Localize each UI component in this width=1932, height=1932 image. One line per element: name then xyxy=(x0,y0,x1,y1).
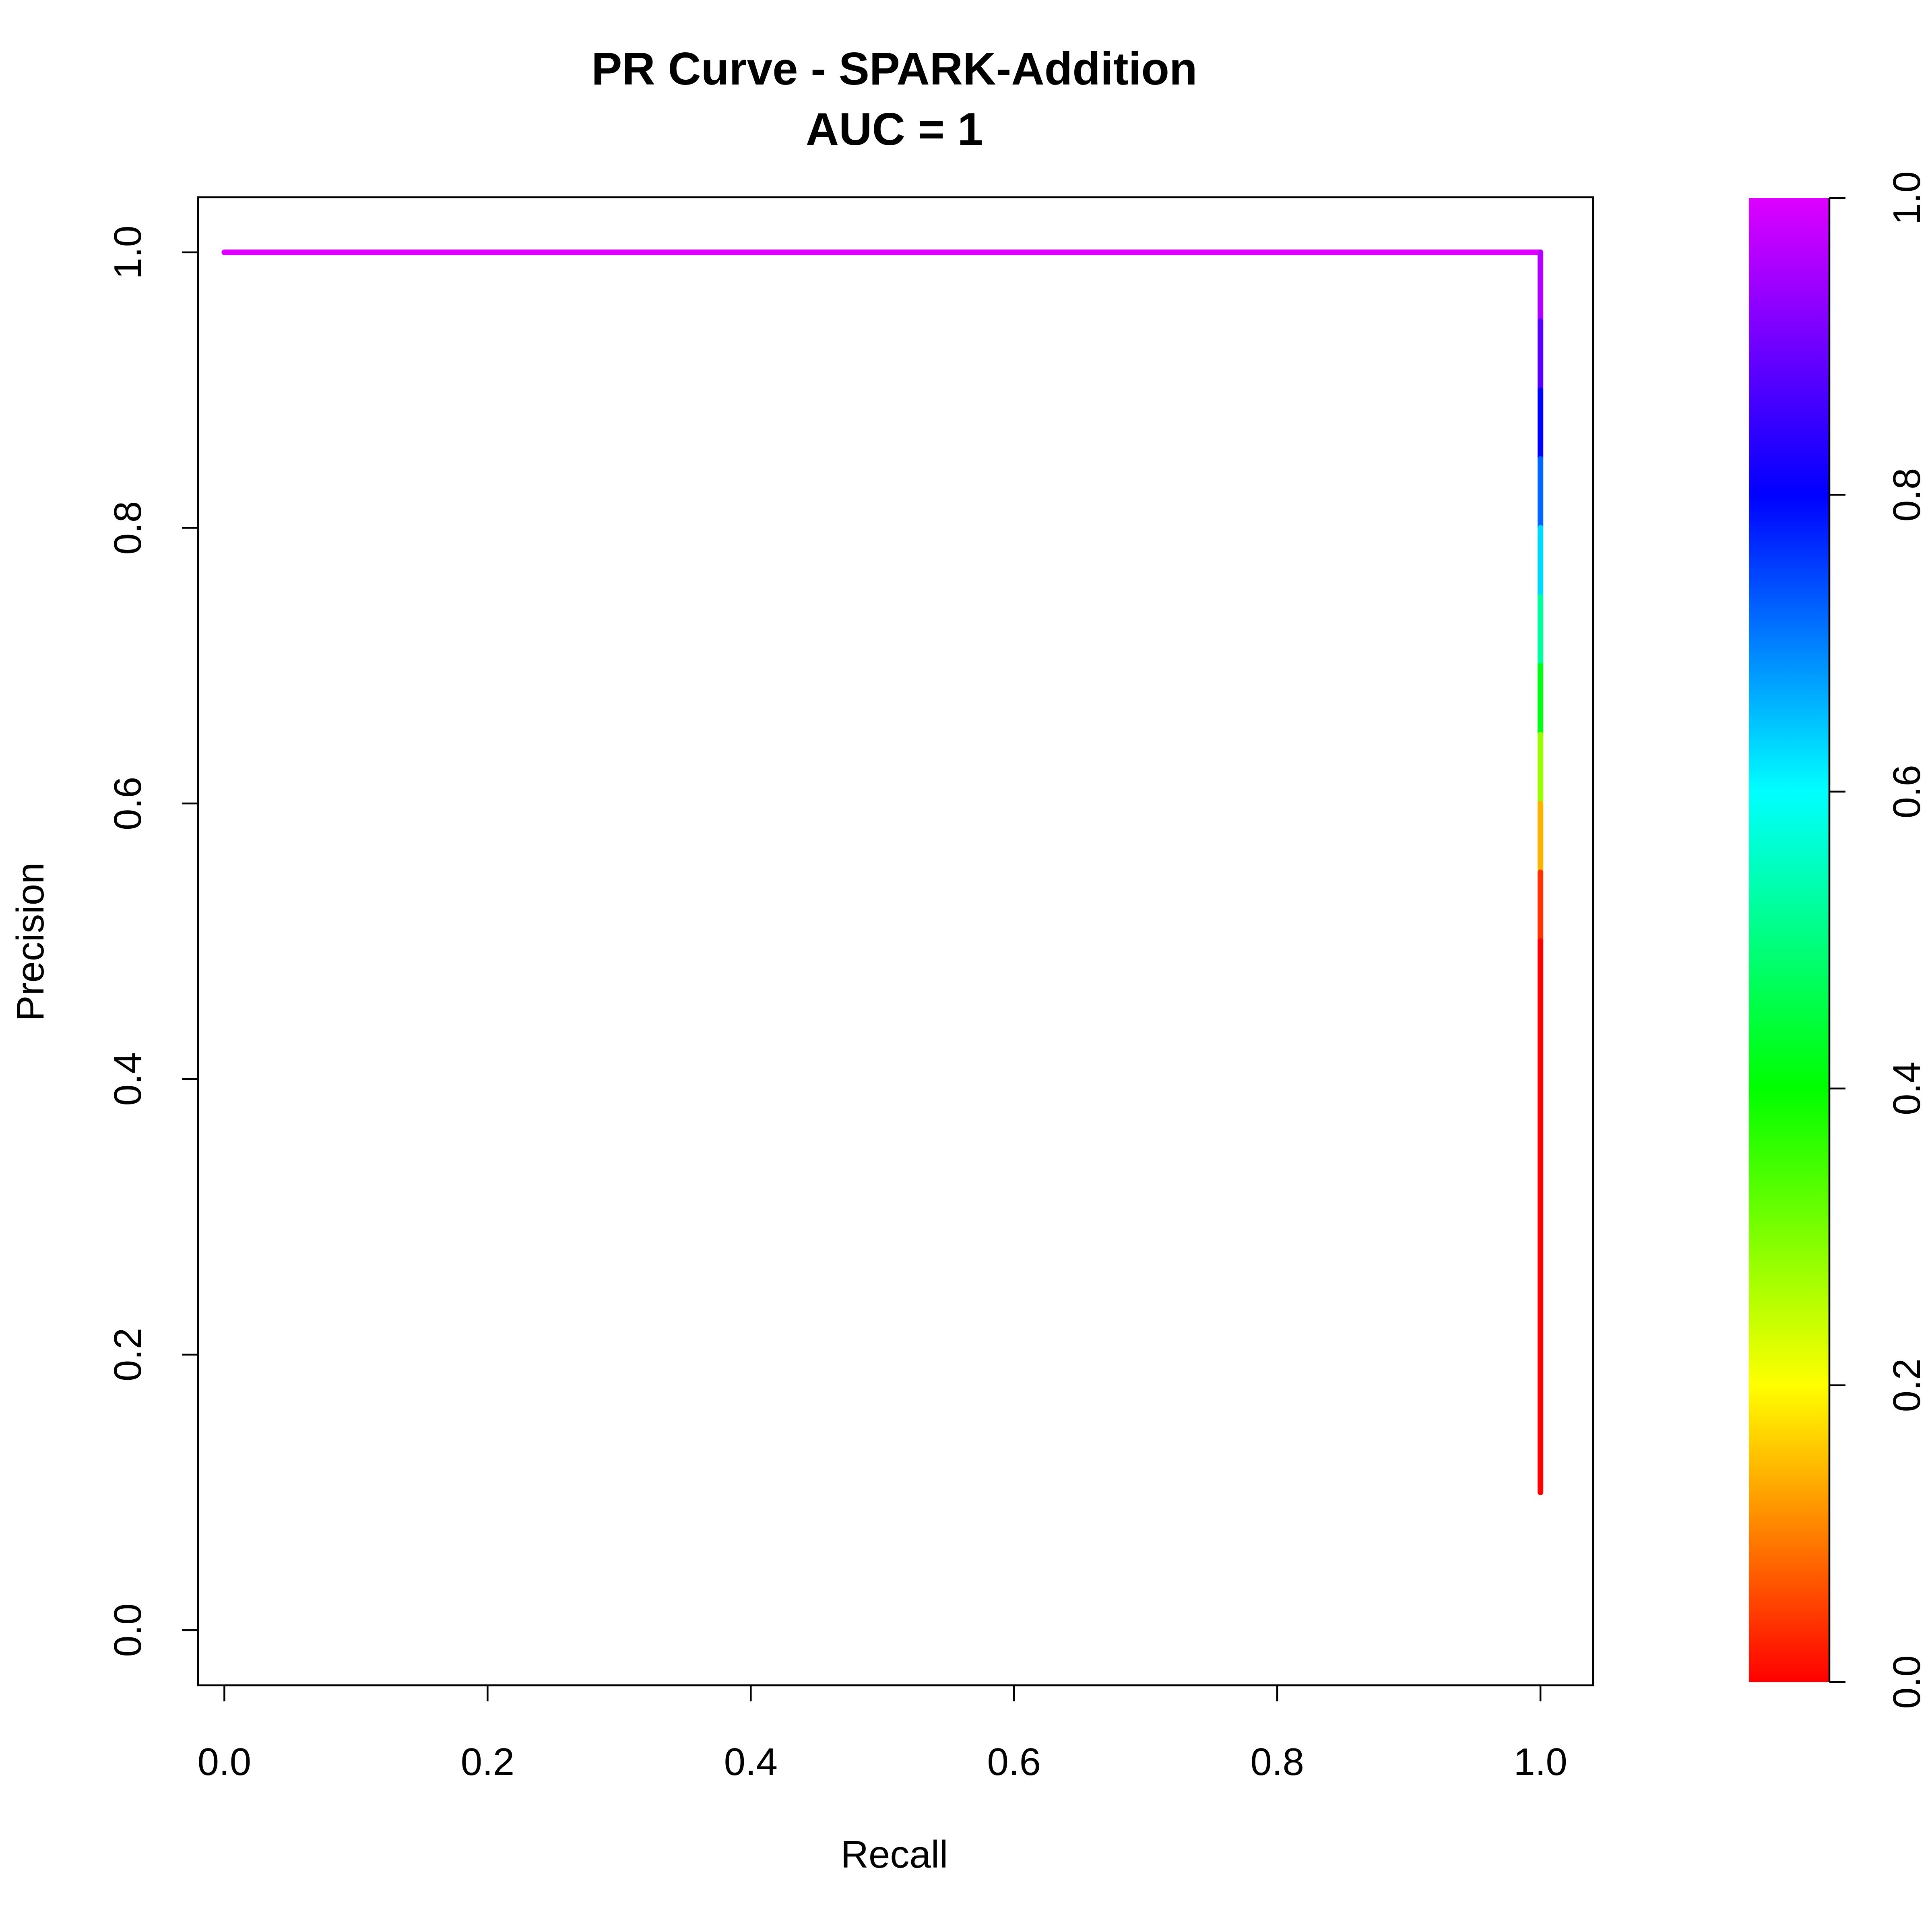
y-axis-label: Precision xyxy=(9,863,52,1022)
colorbar-tick-label: 0.8 xyxy=(1885,468,1928,522)
x-tick-label: 0.4 xyxy=(724,1740,778,1783)
y-tick-label: 0.8 xyxy=(106,501,149,555)
colorbar-tick-label: 0.4 xyxy=(1885,1061,1928,1115)
colorbar-tick-label: 1.0 xyxy=(1885,171,1928,225)
colorbar xyxy=(1749,198,1829,1682)
x-axis-label: Recall xyxy=(841,1833,948,1876)
colorbar-tick-label: 0.2 xyxy=(1885,1358,1928,1412)
x-tick-label: 0.0 xyxy=(198,1740,251,1783)
chart-title: PR Curve - SPARK-Addition xyxy=(591,43,1197,95)
chart-subtitle: AUC = 1 xyxy=(806,104,983,155)
plot-frame xyxy=(197,196,1594,1686)
y-tick-label: 0.6 xyxy=(106,776,149,830)
x-tick-label: 0.8 xyxy=(1251,1740,1304,1783)
y-axis: 0.0 0.2 0.4 0.6 0.8 1.0 xyxy=(106,225,199,1657)
x-axis: 0.0 0.2 0.4 0.6 0.8 1.0 xyxy=(198,1684,1567,1783)
colorbar-tick-label: 0.0 xyxy=(1885,1655,1928,1709)
colorbar-axis: 0.0 0.2 0.4 0.6 0.8 1.0 xyxy=(1828,171,1928,1709)
colorbar-tick-label: 0.6 xyxy=(1885,765,1928,818)
x-tick-label: 0.2 xyxy=(461,1740,514,1783)
y-tick-label: 0.0 xyxy=(106,1603,149,1657)
y-tick-label: 1.0 xyxy=(106,225,149,279)
y-tick-label: 0.2 xyxy=(106,1328,149,1381)
y-tick-label: 0.4 xyxy=(106,1052,149,1106)
x-tick-label: 1.0 xyxy=(1513,1740,1567,1783)
x-tick-label: 0.6 xyxy=(987,1740,1041,1783)
pr-series xyxy=(221,249,1544,1495)
